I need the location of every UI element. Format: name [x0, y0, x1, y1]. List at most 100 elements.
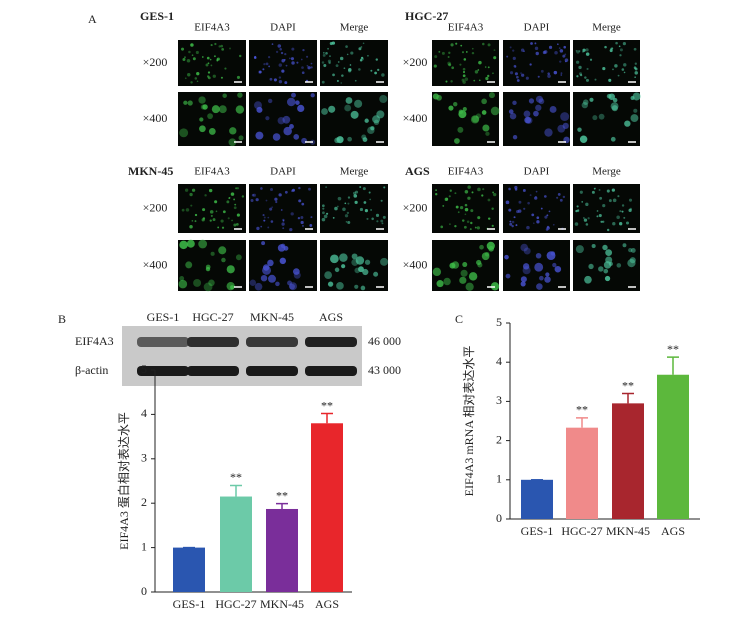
cell	[540, 69, 544, 73]
cell	[354, 284, 359, 289]
cell	[277, 44, 282, 48]
cell	[594, 78, 597, 81]
significance: **	[667, 342, 679, 356]
cell	[574, 222, 579, 226]
cell	[522, 263, 530, 270]
cell	[229, 47, 231, 50]
cell	[343, 67, 346, 70]
cell	[523, 207, 526, 210]
cell	[370, 126, 375, 131]
cell	[288, 57, 291, 60]
cell	[235, 254, 242, 261]
cell	[621, 68, 625, 71]
cell	[598, 266, 604, 272]
cell	[451, 66, 455, 70]
cell	[608, 199, 612, 203]
cell	[598, 189, 601, 191]
cell	[346, 211, 350, 215]
cell	[309, 224, 313, 227]
cell	[237, 92, 243, 98]
cell	[190, 204, 193, 207]
cell	[547, 74, 551, 78]
cell	[451, 261, 460, 269]
cell	[280, 51, 284, 55]
bar	[566, 427, 598, 519]
cell	[587, 217, 590, 220]
panel-label: A	[88, 12, 97, 26]
cell	[184, 188, 189, 192]
cell	[482, 188, 485, 191]
magnification-label: ×400	[403, 257, 428, 271]
cell	[523, 247, 531, 255]
cell	[301, 137, 308, 144]
cell	[210, 214, 213, 217]
cell	[230, 192, 235, 196]
cell	[198, 239, 208, 249]
cell	[344, 104, 352, 112]
cell	[263, 219, 266, 222]
cell	[350, 51, 354, 55]
cell	[485, 131, 490, 136]
cell	[487, 66, 490, 69]
cell	[186, 239, 195, 248]
cell	[282, 227, 285, 230]
cell	[256, 106, 263, 113]
cell	[520, 243, 529, 252]
cell	[508, 109, 514, 114]
cell	[254, 282, 263, 291]
y-tick-label: 4	[141, 406, 147, 420]
cell	[514, 72, 518, 76]
cell	[310, 93, 315, 98]
cell	[468, 272, 478, 281]
cell	[563, 45, 566, 49]
cell	[184, 77, 187, 80]
cell	[191, 54, 194, 56]
cell	[463, 58, 467, 61]
cell	[189, 192, 193, 197]
cell	[576, 50, 580, 54]
cell	[362, 137, 368, 143]
cell	[629, 207, 633, 211]
cell	[478, 79, 481, 82]
cell	[586, 67, 589, 70]
cell	[190, 43, 193, 46]
cell	[461, 51, 465, 54]
cell	[178, 279, 188, 289]
cell	[589, 58, 593, 61]
cell	[328, 105, 336, 113]
cell	[341, 264, 346, 269]
cell	[371, 217, 374, 221]
cell	[617, 195, 620, 198]
cell	[509, 112, 517, 120]
cell	[354, 99, 363, 108]
cell	[547, 72, 550, 75]
cell	[455, 42, 458, 45]
x-tick-label: AGS	[315, 597, 339, 611]
cell	[508, 187, 511, 191]
cell	[487, 74, 490, 78]
cell	[562, 195, 566, 199]
cell	[381, 222, 384, 225]
cell	[482, 42, 485, 46]
cell	[262, 68, 265, 71]
cell	[192, 57, 196, 61]
cell	[207, 71, 211, 74]
cell	[201, 56, 204, 58]
cell	[344, 214, 349, 218]
band	[246, 337, 298, 347]
cell	[209, 210, 214, 214]
cell	[337, 196, 342, 201]
cell-line-label: GES-1	[140, 9, 174, 23]
cell	[263, 63, 266, 66]
cell	[282, 115, 291, 124]
cell	[222, 210, 226, 214]
cell	[194, 220, 197, 223]
cell	[367, 54, 369, 57]
cell	[347, 202, 350, 205]
lane-label: AGS	[319, 310, 343, 324]
cell	[619, 222, 623, 226]
cell	[183, 100, 188, 105]
cell	[458, 110, 467, 119]
cell	[283, 126, 292, 136]
cell	[310, 66, 313, 69]
